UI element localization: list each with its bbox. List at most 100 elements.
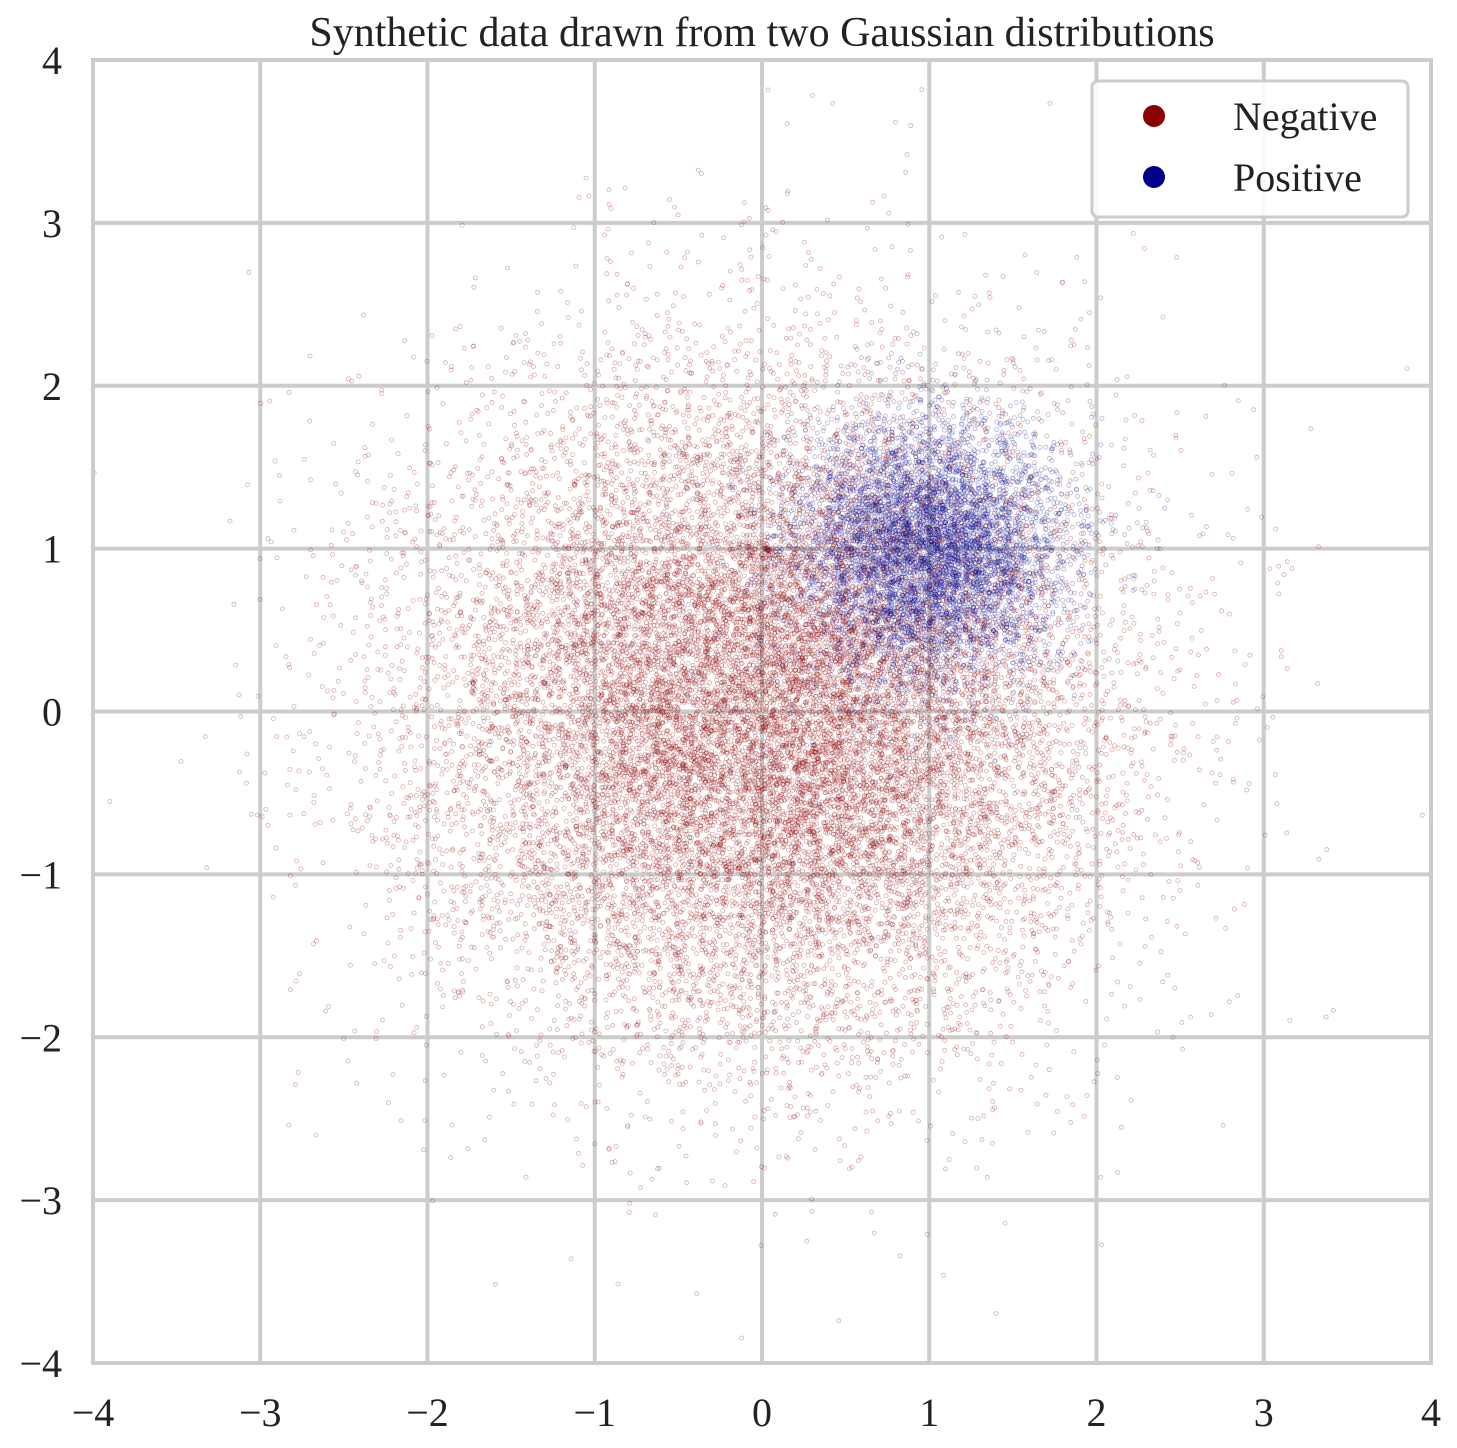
- data-point: [1156, 628, 1162, 634]
- data-point: [524, 451, 529, 457]
- data-point: [579, 701, 584, 707]
- data-point: [946, 1025, 951, 1030]
- data-point: [827, 595, 833, 601]
- data-point: [655, 784, 661, 790]
- data-point: [1020, 606, 1025, 612]
- data-point: [538, 955, 544, 961]
- data-point: [1188, 839, 1194, 844]
- data-point: [526, 741, 531, 747]
- data-point: [586, 497, 591, 503]
- data-point: [554, 950, 560, 956]
- data-point: [913, 393, 919, 398]
- data-point: [1019, 969, 1025, 975]
- data-point: [532, 812, 537, 818]
- data-point: [998, 1061, 1004, 1066]
- data-point: [1103, 800, 1109, 806]
- data-point: [691, 769, 697, 775]
- data-point: [1150, 488, 1156, 494]
- data-point: [656, 674, 662, 680]
- data-point: [752, 1045, 758, 1050]
- data-point: [758, 777, 764, 783]
- data-point: [1004, 772, 1009, 778]
- data-point: [476, 652, 482, 658]
- data-point: [758, 601, 764, 606]
- data-point: [858, 299, 864, 305]
- data-point: [699, 1052, 705, 1057]
- data-point: [1285, 559, 1290, 565]
- data-point: [715, 788, 721, 793]
- data-point: [554, 954, 560, 960]
- data-point: [1136, 475, 1141, 481]
- data-point: [996, 765, 1002, 771]
- data-point: [1008, 876, 1014, 881]
- data-point: [995, 572, 1001, 578]
- data-point: [645, 1046, 650, 1052]
- data-point: [888, 765, 894, 771]
- data-point: [540, 830, 545, 836]
- data-point: [524, 490, 530, 496]
- data-point: [807, 787, 813, 792]
- data-point: [971, 810, 977, 816]
- data-point: [564, 1023, 570, 1028]
- data-point: [840, 476, 846, 482]
- data-point: [1038, 699, 1044, 704]
- data-point: [527, 756, 533, 762]
- data-point: [742, 447, 748, 453]
- data-point: [663, 856, 668, 861]
- data-point: [1021, 898, 1027, 904]
- data-point: [583, 628, 589, 634]
- data-point: [1063, 638, 1068, 643]
- data-point: [642, 756, 648, 762]
- data-point: [743, 514, 749, 520]
- data-point: [633, 938, 639, 944]
- data-point: [1086, 660, 1092, 666]
- data-point: [1023, 988, 1028, 993]
- data-point: [362, 445, 368, 451]
- data-point: [728, 532, 734, 538]
- data-point: [475, 773, 481, 779]
- data-point: [535, 647, 540, 653]
- data-point: [1273, 772, 1278, 777]
- data-point: [909, 579, 915, 584]
- data-point: [894, 622, 900, 628]
- data-point: [810, 632, 816, 638]
- data-point: [405, 606, 411, 611]
- data-point: [677, 721, 683, 727]
- data-point: [1026, 874, 1031, 879]
- data-point: [835, 427, 841, 433]
- data-point: [942, 972, 948, 978]
- data-point: [942, 520, 948, 525]
- data-point: [771, 727, 777, 732]
- data-point: [441, 888, 447, 894]
- data-point: [755, 274, 761, 280]
- data-point: [519, 1001, 525, 1006]
- data-point: [722, 928, 728, 933]
- data-point: [731, 708, 737, 714]
- data-point: [966, 572, 972, 578]
- data-point: [939, 863, 945, 868]
- data-point: [879, 508, 885, 514]
- data-point: [909, 463, 915, 469]
- data-point: [656, 485, 662, 491]
- data-point: [503, 737, 509, 743]
- data-point: [599, 829, 604, 835]
- data-point: [850, 760, 856, 766]
- data-point: [831, 823, 837, 829]
- data-point: [492, 637, 498, 643]
- data-point: [615, 609, 621, 615]
- data-point: [1003, 792, 1009, 798]
- data-point: [664, 570, 670, 576]
- data-point: [768, 479, 774, 485]
- data-point: [633, 771, 639, 776]
- data-point: [1174, 254, 1180, 260]
- data-point: [363, 812, 369, 817]
- data-point: [1025, 1129, 1031, 1135]
- data-point: [545, 841, 551, 847]
- data-point: [1052, 797, 1057, 802]
- data-point: [756, 487, 762, 493]
- data-point: [581, 958, 586, 964]
- data-point: [1155, 792, 1160, 798]
- data-point: [956, 768, 962, 773]
- data-point: [817, 839, 823, 845]
- data-point: [458, 1050, 464, 1055]
